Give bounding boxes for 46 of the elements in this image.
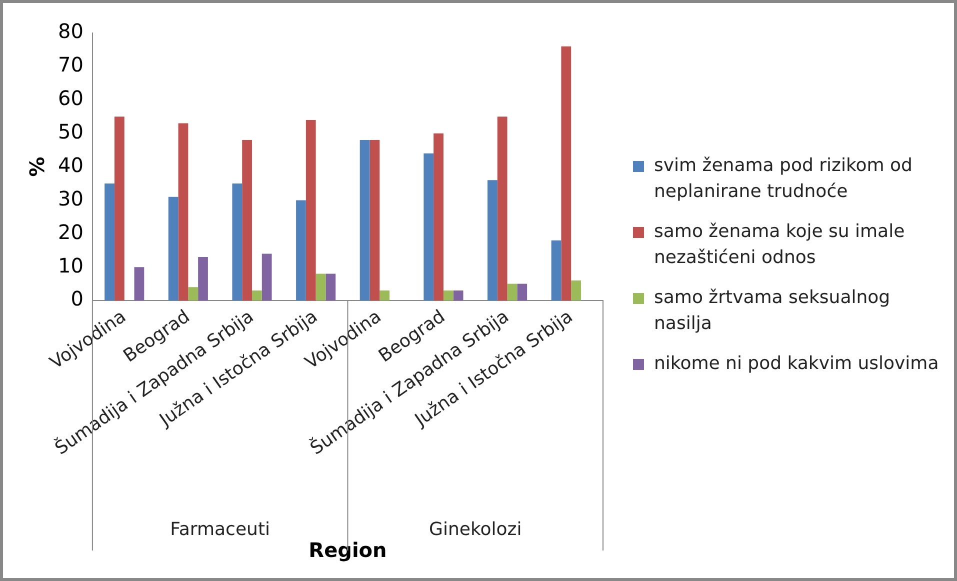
- bar: [326, 274, 336, 300]
- bar: [316, 274, 326, 300]
- bar: [571, 280, 581, 300]
- bar: [517, 284, 528, 300]
- legend-label: nikome ni pod kakvim uslovima: [654, 352, 939, 376]
- bar: [370, 140, 380, 300]
- y-axis-title: %: [25, 156, 50, 177]
- bar: [188, 287, 198, 300]
- bar: [507, 284, 518, 300]
- legend-label: svim ženama pod rizikom od neplanirane trudnoće: [654, 154, 914, 204]
- y-tick-label: 20: [58, 220, 84, 244]
- y-tick-label: 60: [58, 86, 84, 110]
- legend-label: samo žrtvama seksualnog nasilja: [654, 286, 892, 336]
- bar: [360, 140, 370, 300]
- legend-label: samo ženama koje su imale nezaštićeni odnos: [654, 220, 906, 270]
- text: Farmaceuti: [170, 519, 270, 540]
- bar: [242, 140, 252, 300]
- y-tick-label: 70: [58, 52, 84, 77]
- bar: [443, 290, 454, 300]
- bar: [134, 267, 144, 300]
- bar: [380, 290, 390, 300]
- bar: [114, 116, 124, 300]
- y-tick-label: 80: [58, 19, 84, 44]
- bar: [487, 180, 498, 300]
- bar: [497, 116, 508, 300]
- bar: [561, 46, 572, 300]
- bar: [434, 133, 444, 300]
- y-tick-label: 30: [58, 186, 84, 210]
- bar: [198, 257, 208, 300]
- text: Ginekolozi: [429, 519, 522, 540]
- y-tick-label: 50: [58, 120, 84, 144]
- bar: [296, 200, 306, 300]
- bar: [168, 196, 178, 300]
- bar: [453, 290, 464, 300]
- y-tick-label: 10: [58, 253, 84, 278]
- y-tick-label: 40: [58, 152, 84, 177]
- bar: [178, 123, 188, 300]
- bar: [252, 290, 262, 300]
- bar: [306, 120, 316, 300]
- bar: [551, 240, 562, 300]
- bar: [232, 183, 242, 300]
- bar: [424, 153, 434, 300]
- y-tick-label: 0: [70, 286, 84, 311]
- bar: [262, 254, 272, 300]
- x-axis-title: Region: [308, 538, 387, 562]
- bar: [104, 183, 114, 300]
